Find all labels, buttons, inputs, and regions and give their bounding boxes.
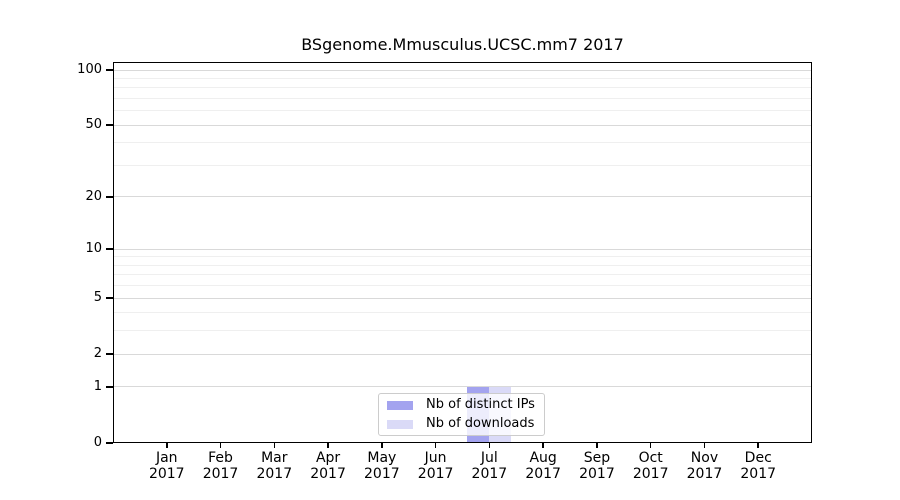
minor-gridline <box>114 142 811 144</box>
x-tick-mark <box>757 443 759 448</box>
y-tick-mark <box>106 124 113 126</box>
major-gridline <box>114 248 811 250</box>
y-tick-label: 1 <box>93 378 102 394</box>
major-gridline <box>114 297 811 299</box>
x-tick-label: Sep 2017 <box>579 450 615 482</box>
minor-gridline <box>114 330 811 332</box>
y-tick-label: 50 <box>85 117 102 133</box>
legend-label-distinct-ips: Nb of distinct IPs <box>426 397 535 412</box>
x-tick-mark <box>273 443 276 448</box>
y-tick-label: 2 <box>93 346 102 362</box>
minor-gridline <box>114 77 811 79</box>
x-tick-mark <box>381 443 383 448</box>
x-tick-label: Feb 2017 <box>202 450 239 482</box>
y-tick-label: 20 <box>85 188 102 204</box>
minor-gridline <box>114 274 811 276</box>
x-tick-mark <box>434 443 437 448</box>
major-gridline <box>114 69 811 71</box>
x-tick-label: Nov 2017 <box>686 450 723 482</box>
minor-gridline <box>114 285 811 287</box>
x-tick-mark <box>166 443 168 448</box>
x-tick-label: Apr 2017 <box>310 450 346 482</box>
legend-label-downloads: Nb of downloads <box>426 416 535 431</box>
x-tick-label: Mar 2017 <box>256 450 293 482</box>
legend-swatch-distinct-ips <box>387 400 413 410</box>
x-tick-mark <box>649 443 652 448</box>
x-tick-label: Aug 2017 <box>525 450 561 482</box>
y-tick-mark <box>106 196 113 198</box>
major-gridline <box>114 353 811 355</box>
minor-gridline <box>114 312 811 314</box>
x-tick-mark <box>327 443 329 448</box>
chart-title: BSgenome.Mmusculus.UCSC.mm7 2017 <box>301 35 624 54</box>
x-tick-mark <box>703 443 706 448</box>
x-tick-mark <box>219 443 222 448</box>
y-tick-mark <box>106 386 113 388</box>
y-tick-mark <box>106 69 113 71</box>
x-tick-label: Dec 2017 <box>740 450 777 482</box>
x-tick-label: Jul 2017 <box>471 450 508 482</box>
y-tick-label: 100 <box>77 62 102 77</box>
y-tick-label: 5 <box>93 290 102 306</box>
x-tick-label: Jan 2017 <box>148 450 185 482</box>
legend-item-distinct-ips: Nb of distinct IPs <box>387 397 536 413</box>
y-tick-mark <box>106 297 113 299</box>
legend-item-downloads: Nb of downloads <box>387 416 536 432</box>
x-tick-mark <box>488 443 491 448</box>
x-tick-mark <box>596 443 598 448</box>
y-tick-label: 0 <box>93 435 102 450</box>
x-tick-label: May 2017 <box>364 450 400 482</box>
y-tick-mark <box>106 353 113 355</box>
major-gridline <box>114 124 811 126</box>
legend-swatch-downloads <box>387 419 413 429</box>
x-tick-label: Oct 2017 <box>632 450 669 482</box>
x-tick-label: Jun 2017 <box>417 450 454 482</box>
minor-gridline <box>114 256 811 258</box>
major-gridline <box>114 386 811 388</box>
minor-gridline <box>114 97 811 99</box>
y-tick-mark <box>106 442 113 444</box>
minor-gridline <box>114 164 811 166</box>
minor-gridline <box>114 87 811 89</box>
y-tick-mark <box>106 248 113 250</box>
major-gridline <box>114 196 811 198</box>
y-tick-label: 10 <box>85 241 102 257</box>
minor-gridline <box>114 264 811 266</box>
legend: Nb of distinct IPs Nb of downloads <box>378 393 545 436</box>
minor-gridline <box>114 110 811 112</box>
x-tick-mark <box>542 443 544 448</box>
